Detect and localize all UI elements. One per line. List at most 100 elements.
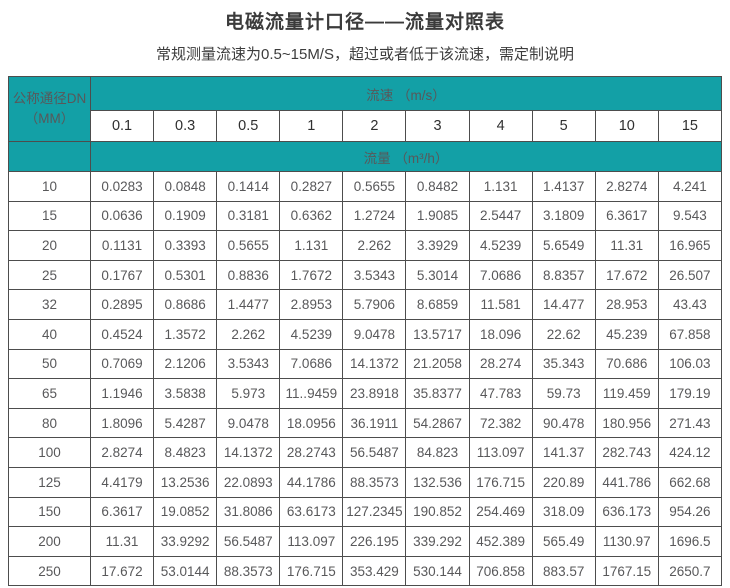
table-row: 150 6.3617 19.0852 31.8086 63.6173 127.2345 19…	[8, 496, 723, 528]
flow-value-cell: 141.37	[531, 437, 596, 468]
flow-value-cell: 4.5239	[279, 318, 344, 350]
flow-value-cell: 190.852	[405, 496, 470, 528]
flow-value-cell: 954.26	[657, 496, 723, 528]
flow-value-cell: 318.09	[531, 496, 596, 528]
flow-value-cell: 18.096	[468, 318, 533, 350]
flow-value-cell: 14.1372	[216, 437, 281, 468]
flow-value-cell: 1.8096	[89, 407, 155, 439]
flow-value-cell: 0.5655	[342, 171, 407, 202]
flow-value-cell: 9.0478	[216, 407, 281, 439]
flow-value-cell: 0.0636	[89, 200, 155, 232]
table-body: 公称通径DN （MM） 流速 （m/s） 0.1 0.3 0.5 1 2 3 4 5 10 15 …	[8, 76, 723, 587]
flow-value-cell: 254.469	[468, 496, 533, 528]
flow-header-cell: 流量 （m³/h）	[90, 141, 722, 172]
dn-cell: 100	[8, 437, 91, 468]
flow-value-cell: 0.2827	[279, 171, 344, 202]
flow-value-cell: 9.543	[657, 200, 723, 232]
flow-value-cell: 35.8377	[405, 378, 470, 409]
flow-value-cell: 0.1767	[89, 259, 155, 291]
table-row: 200 11.31 33.9292 56.5487 113.097 226.195 339.…	[8, 526, 723, 557]
flow-value-cell: 0.1131	[89, 230, 155, 261]
flow-value-cell: 4.4179	[89, 466, 155, 498]
flow-value-cell: 17.672	[594, 259, 659, 291]
flow-value-cell: 67.858	[657, 318, 723, 350]
velocity-value-cell: 15	[657, 110, 723, 142]
flow-value-cell: 2.8274	[594, 171, 659, 202]
flow-value-cell: 226.195	[342, 526, 407, 557]
flow-value-cell: 3.5343	[342, 259, 407, 291]
flow-value-cell: 13.2536	[153, 466, 218, 498]
flow-value-cell: 6.3617	[89, 496, 155, 528]
flow-value-cell: 106.03	[657, 348, 723, 380]
flow-value-cell: 8.6859	[405, 289, 470, 320]
flow-value-cell: 56.5487	[216, 526, 281, 557]
flow-value-cell: 530.144	[405, 555, 470, 587]
flow-value-cell: 0.5655	[216, 230, 281, 261]
corner-header-line1: 公称通径DN	[12, 91, 87, 107]
flow-value-cell: 23.8918	[342, 378, 407, 409]
flow-value-cell: 28.274	[468, 348, 533, 380]
page-title: 电磁流量计口径——流量对照表	[224, 12, 505, 33]
flow-value-cell: 0.1414	[216, 171, 281, 202]
flow-value-cell: 2.8953	[279, 289, 344, 320]
flow-value-cell: 1.7672	[279, 259, 344, 291]
flow-value-cell: 2.8274	[89, 437, 155, 468]
dn-cell: 10	[8, 171, 91, 202]
table-row: 65 1.1946 3.5838 5.973 11..9459 23.8918 35.837…	[8, 378, 723, 409]
table-row: 25 0.1767 0.5301 0.8836 1.7672 3.5343 5.3014 7.…	[8, 259, 723, 291]
dn-cell: 50	[8, 348, 91, 380]
dn-cell: 65	[8, 378, 91, 409]
velocity-value-cell: 10	[594, 110, 659, 142]
flow-value-cell: 271.43	[657, 407, 723, 439]
flow-value-cell: 2650.7	[657, 555, 723, 587]
flow-value-cell: 662.68	[657, 466, 723, 498]
dn-cell: 15	[8, 200, 91, 232]
flow-value-cell: 1130.97	[594, 526, 659, 557]
flow-value-cell: 2.262	[216, 318, 281, 350]
flow-header-spacer-cell	[8, 141, 91, 172]
flow-value-cell: 706.858	[468, 555, 533, 587]
flow-value-cell: 21.2058	[405, 348, 470, 380]
table-row: 32 0.2895 0.8686 1.4477 2.8953 5.7906 8.6859 11…	[8, 289, 723, 320]
flow-value-cell: 176.715	[468, 466, 533, 498]
table-row: 20 0.1131 0.3393 0.5655 1.131 2.262 3.3929 4.52…	[8, 230, 723, 261]
velocity-value-cell: 1	[279, 110, 344, 142]
flow-value-cell: 1.131	[468, 171, 533, 202]
velocity-header-row: 公称通径DN （MM） 流速 （m/s）	[8, 76, 722, 142]
flow-value-cell: 56.5487	[342, 437, 407, 468]
flow-value-cell: 35.343	[531, 348, 596, 380]
dn-cell: 32	[8, 289, 91, 320]
flow-value-cell: 7.0686	[279, 348, 344, 380]
dn-cell: 80	[8, 407, 91, 439]
flow-value-cell: 1.2724	[342, 200, 407, 232]
flow-value-cell: 18.0956	[279, 407, 344, 439]
flow-value-cell: 11.31	[594, 230, 659, 261]
flow-value-cell: 28.953	[594, 289, 659, 320]
flow-value-cell: 5.7906	[342, 289, 407, 320]
flow-value-cell: 5.3014	[405, 259, 470, 291]
flow-value-cell: 36.1911	[342, 407, 407, 439]
table-row: 10 0.0283 0.0848 0.1414 0.2827 0.5655 0.8482 1.…	[8, 171, 723, 202]
dn-cell: 25	[8, 259, 91, 291]
table-row: 15 0.0636 0.1909 0.3181 0.6362 1.2724 1.9085 2.…	[8, 200, 723, 232]
flow-value-cell: 452.389	[468, 526, 533, 557]
flow-value-cell: 883.57	[531, 555, 596, 587]
flow-value-cell: 3.1809	[531, 200, 596, 232]
flow-value-cell: 179.19	[657, 378, 723, 409]
table-row: 50 0.7069 2.1206 3.5343 7.0686 14.1372 21.2058…	[8, 348, 723, 380]
flow-value-cell: 33.9292	[153, 526, 218, 557]
flow-value-cell: 282.743	[594, 437, 659, 468]
flow-value-cell: 424.12	[657, 437, 723, 468]
flow-value-cell: 45.239	[594, 318, 659, 350]
velocity-value-cell: 0.1	[89, 110, 155, 142]
flow-value-cell: 72.382	[468, 407, 533, 439]
flow-value-cell: 70.686	[594, 348, 659, 380]
flow-value-cell: 0.7069	[89, 348, 155, 380]
flow-value-cell: 1.4477	[216, 289, 281, 320]
flow-value-cell: 220.89	[531, 466, 596, 498]
flow-value-cell: 1.3572	[153, 318, 218, 350]
flow-value-cell: 19.0852	[153, 496, 218, 528]
flow-value-cell: 28.2743	[279, 437, 344, 468]
flow-value-cell: 119.459	[594, 378, 659, 409]
dn-cell: 40	[8, 318, 91, 350]
